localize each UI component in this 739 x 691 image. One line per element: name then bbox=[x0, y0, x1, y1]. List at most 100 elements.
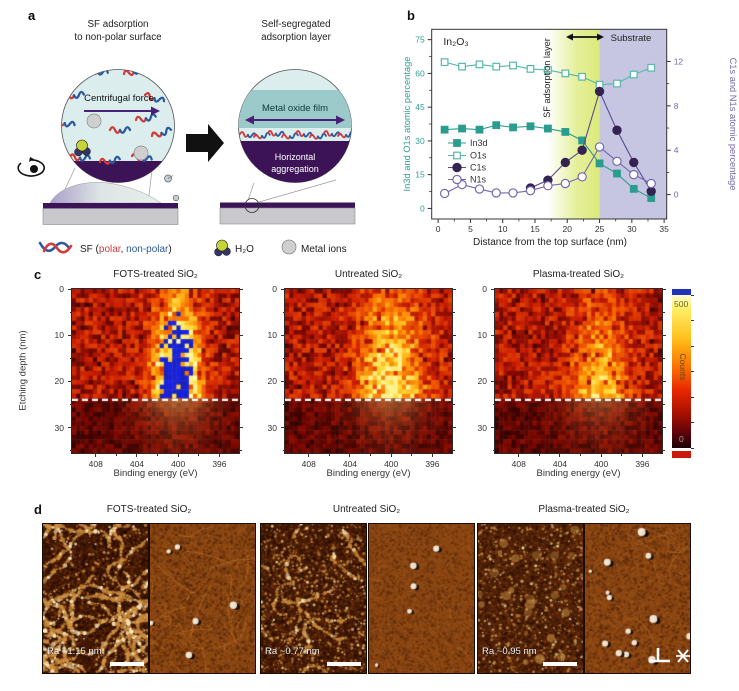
centrifugal-arrow bbox=[151, 106, 160, 116]
b-right-tick-label: 4 bbox=[674, 145, 679, 155]
c-y-tick-right bbox=[239, 334, 243, 336]
b-x-tick-label: 10 bbox=[498, 224, 508, 234]
c-y-tick bbox=[282, 450, 285, 452]
b-left-tick-label: 30 bbox=[415, 136, 425, 146]
c-x-tick bbox=[308, 453, 310, 457]
legend-label: C1s bbox=[470, 163, 487, 173]
panel-b-label: b bbox=[407, 8, 415, 23]
c-y-tick-label: 20 bbox=[267, 376, 277, 387]
c-y-tick-right bbox=[662, 288, 666, 290]
c-x-minor-tick bbox=[198, 453, 200, 456]
material-annotation: In₂O₃ bbox=[443, 36, 468, 48]
sf-layer-region bbox=[547, 29, 600, 219]
b-left-tick-label: 0 bbox=[420, 203, 425, 213]
colorbar-tick bbox=[691, 396, 694, 398]
c-y-tick bbox=[492, 357, 495, 359]
c-x-tick-label: 396 bbox=[425, 459, 440, 469]
c-y-tick-right bbox=[452, 288, 456, 290]
c-x-tick-label: 408 bbox=[88, 459, 103, 469]
left-inset-circle: Centrifugal force bbox=[61, 69, 175, 183]
metal-ion-legend-icon bbox=[281, 239, 297, 255]
c-y-tick bbox=[491, 380, 495, 382]
afm-group-title: FOTS-treated SiO₂ bbox=[106, 504, 192, 515]
zoom-origin-circle bbox=[244, 198, 260, 213]
c-x-tick bbox=[600, 453, 602, 457]
c-y-tick bbox=[281, 334, 285, 336]
b-x-tick-label: 20 bbox=[563, 224, 573, 234]
legend-item-C1s: C1s bbox=[448, 163, 487, 173]
metal-ion-icon bbox=[86, 113, 102, 129]
c-y-tick-right bbox=[239, 288, 243, 290]
rotation-axis-icon bbox=[30, 165, 38, 173]
c-y-tick-right bbox=[662, 357, 665, 359]
panel-a-legend: SF (polar, non-polar) H₂O Metal ions bbox=[38, 239, 347, 257]
panel-a-title-left-1: SF adsorption bbox=[88, 19, 149, 30]
colorbar-tick bbox=[691, 371, 694, 372]
colorbar-tick bbox=[691, 294, 694, 296]
binding-energy-axis-title: Binding energy (eV) bbox=[326, 468, 411, 479]
etching-depth-axis-title: Etching depth (nm) bbox=[17, 330, 29, 411]
c-x-tick-label: 404 bbox=[342, 459, 358, 469]
b-x-tick-label: 0 bbox=[436, 224, 441, 234]
film-layer-left bbox=[43, 203, 178, 209]
b-right-tick-label: 0 bbox=[674, 190, 679, 200]
heatmap-untreated bbox=[284, 288, 453, 454]
panel-c-n1s-depth-maps: c FOTS-treated SiO₂ Untreated SiO₂ Plasm… bbox=[0, 262, 739, 498]
c-x-minor-tick bbox=[115, 453, 117, 456]
b-left-tick-label: 60 bbox=[415, 68, 425, 78]
c-x-tick bbox=[431, 453, 433, 457]
c-y-tick bbox=[68, 288, 72, 290]
sf-layer-annotation: SF adsorption layer bbox=[542, 38, 552, 118]
right-axis-title: C1s and N1s atomic percentage bbox=[728, 58, 738, 191]
legend-label: N1s bbox=[470, 175, 487, 185]
film-layer-right bbox=[220, 202, 355, 208]
c-x-minor-tick bbox=[538, 453, 540, 456]
c-y-tick-label: 30 bbox=[54, 422, 64, 433]
c-x-tick bbox=[177, 453, 179, 457]
c-x-tick bbox=[218, 453, 220, 457]
c-x-minor-tick bbox=[621, 453, 623, 456]
c-y-tick bbox=[282, 403, 285, 405]
c-y-tick-right bbox=[452, 334, 456, 336]
b-x-tick-label: 25 bbox=[595, 224, 605, 234]
heatmap-title: Plasma-treated SiO₂ bbox=[532, 269, 625, 280]
scale-bar bbox=[543, 662, 577, 666]
heatmap-plasma bbox=[494, 288, 663, 454]
c-x-minor-tick bbox=[157, 453, 159, 456]
c-x-tick bbox=[390, 453, 392, 457]
scale-bar bbox=[110, 662, 144, 666]
afm-phase-fots bbox=[149, 523, 256, 674]
c-y-tick-right bbox=[662, 427, 666, 429]
b-right-tick-label: 8 bbox=[674, 101, 679, 111]
c-y-tick-label: 10 bbox=[267, 330, 277, 341]
transition-arrow-icon bbox=[186, 124, 224, 162]
c-y-tick bbox=[281, 380, 285, 382]
heatmap-fots bbox=[71, 288, 240, 454]
panel-a-title-right-2: adsorption layer bbox=[261, 32, 331, 43]
water-legend-icon bbox=[214, 239, 231, 257]
c-y-tick-right bbox=[239, 357, 242, 359]
c-y-tick bbox=[492, 450, 495, 452]
colorbar-title: Counts bbox=[678, 353, 688, 381]
c-y-tick-right bbox=[452, 427, 456, 429]
panel-b-xps-depth-profile-chart: b In3d O1s C1s N1s 0 5 10 15 20 25 30 35 0 15 30 45 60 7… bbox=[402, 8, 738, 248]
legend-label: O1s bbox=[470, 151, 487, 161]
binding-energy-axis-title: Binding energy (eV) bbox=[536, 468, 621, 479]
left-axis-title: In3d and O1s atomic percentage bbox=[402, 57, 412, 192]
water-molecule-icon bbox=[158, 69, 175, 83]
b-left-tick-label: 15 bbox=[415, 170, 425, 180]
c-y-tick-right bbox=[662, 450, 665, 452]
afm-phase-untreated bbox=[368, 523, 475, 674]
metal-ion-icon bbox=[158, 75, 168, 85]
plot-frame bbox=[431, 28, 668, 220]
afm-group-title: Plasma-treated SiO₂ bbox=[538, 504, 630, 515]
c-y-tick-right bbox=[239, 403, 242, 405]
c-y-tick-label: 10 bbox=[54, 330, 64, 341]
substrate-annotation: Substrate bbox=[611, 33, 652, 44]
c-y-tick-right bbox=[452, 357, 455, 359]
c-y-tick bbox=[281, 427, 285, 429]
heatmap-title: Untreated SiO₂ bbox=[334, 269, 403, 280]
c-y-tick-right bbox=[239, 380, 243, 382]
c-y-tick bbox=[492, 311, 495, 313]
